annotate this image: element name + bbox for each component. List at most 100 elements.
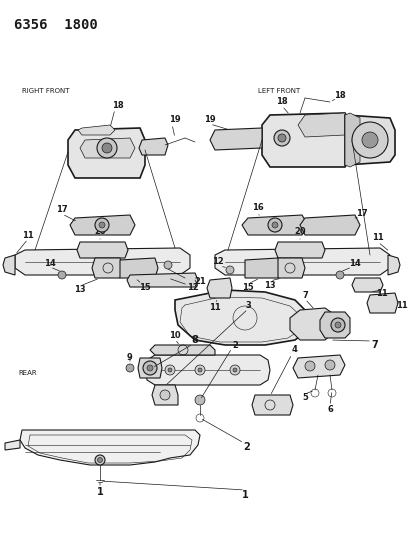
Polygon shape [15, 248, 189, 275]
Circle shape [126, 364, 134, 372]
Text: 1: 1 [241, 490, 248, 500]
Polygon shape [78, 125, 115, 135]
Circle shape [99, 222, 105, 228]
Polygon shape [92, 258, 123, 278]
Polygon shape [366, 293, 397, 313]
Text: RIGHT FRONT: RIGHT FRONT [22, 88, 70, 94]
Circle shape [267, 218, 281, 232]
Circle shape [229, 365, 239, 375]
Polygon shape [319, 312, 349, 338]
Circle shape [97, 138, 117, 158]
Polygon shape [387, 255, 399, 275]
Polygon shape [245, 258, 277, 278]
Polygon shape [274, 242, 324, 258]
Circle shape [330, 318, 344, 332]
Circle shape [195, 365, 204, 375]
Circle shape [195, 395, 204, 405]
Circle shape [361, 132, 377, 148]
Text: 11: 11 [22, 230, 34, 239]
Text: 18: 18 [333, 91, 345, 100]
Circle shape [335, 271, 343, 279]
Polygon shape [120, 258, 157, 278]
Polygon shape [241, 215, 307, 235]
Text: 20: 20 [294, 228, 305, 237]
Polygon shape [297, 113, 351, 137]
Circle shape [351, 122, 387, 158]
Text: 12: 12 [211, 257, 223, 266]
Circle shape [232, 368, 236, 372]
Circle shape [95, 218, 109, 232]
Circle shape [324, 360, 334, 370]
Polygon shape [274, 258, 304, 278]
Text: 13: 13 [74, 286, 85, 295]
Text: 7: 7 [371, 340, 378, 350]
Text: 11: 11 [395, 301, 407, 310]
Text: 17: 17 [355, 208, 367, 217]
Circle shape [102, 143, 112, 153]
Text: 14: 14 [348, 259, 360, 268]
Text: 7: 7 [301, 290, 307, 300]
Circle shape [271, 222, 277, 228]
Text: 21: 21 [193, 278, 205, 287]
Circle shape [147, 365, 153, 371]
Text: REAR: REAR [18, 370, 36, 376]
Polygon shape [261, 113, 351, 167]
Circle shape [198, 368, 202, 372]
Polygon shape [292, 355, 344, 378]
Polygon shape [138, 358, 162, 378]
Text: 3: 3 [245, 301, 250, 310]
Polygon shape [145, 355, 270, 385]
Circle shape [160, 390, 170, 400]
Text: 2: 2 [243, 442, 250, 452]
Polygon shape [214, 248, 389, 275]
Polygon shape [20, 430, 200, 465]
Text: 11: 11 [371, 233, 383, 243]
Text: 19: 19 [169, 116, 180, 125]
Text: 11: 11 [209, 303, 220, 312]
Text: 12: 12 [187, 284, 198, 293]
Polygon shape [3, 255, 15, 275]
Text: 20: 20 [94, 228, 106, 237]
Polygon shape [344, 113, 359, 167]
Polygon shape [344, 115, 394, 165]
Text: 9: 9 [127, 353, 133, 362]
Text: LEFT FRONT: LEFT FRONT [257, 88, 299, 94]
Polygon shape [5, 440, 20, 450]
Circle shape [168, 368, 172, 372]
Circle shape [277, 134, 285, 142]
Polygon shape [207, 278, 231, 298]
Polygon shape [289, 308, 336, 340]
Text: 8: 8 [191, 335, 198, 345]
Text: 15: 15 [139, 284, 151, 293]
Circle shape [334, 322, 340, 328]
Circle shape [164, 261, 172, 269]
Polygon shape [70, 215, 135, 235]
Text: 4: 4 [291, 345, 297, 354]
Polygon shape [80, 138, 135, 158]
Polygon shape [152, 385, 178, 405]
Polygon shape [150, 345, 214, 355]
Circle shape [95, 455, 105, 465]
Polygon shape [175, 290, 309, 345]
Circle shape [164, 365, 175, 375]
Text: 13: 13 [263, 280, 275, 289]
Text: 16: 16 [252, 204, 263, 213]
Text: 6356  1800: 6356 1800 [14, 18, 97, 32]
Circle shape [273, 130, 289, 146]
Polygon shape [77, 242, 128, 258]
Circle shape [58, 271, 66, 279]
Polygon shape [299, 215, 359, 235]
Polygon shape [139, 138, 168, 155]
Polygon shape [127, 273, 198, 287]
Circle shape [143, 361, 157, 375]
Polygon shape [68, 128, 145, 178]
Text: 2: 2 [231, 341, 237, 350]
Text: 19: 19 [204, 116, 215, 125]
Text: 18: 18 [276, 98, 287, 107]
Text: 14: 14 [44, 259, 56, 268]
Text: 15: 15 [242, 284, 253, 293]
Circle shape [225, 266, 234, 274]
Polygon shape [351, 278, 382, 292]
Text: 5: 5 [301, 393, 307, 402]
Text: 6: 6 [326, 406, 332, 415]
